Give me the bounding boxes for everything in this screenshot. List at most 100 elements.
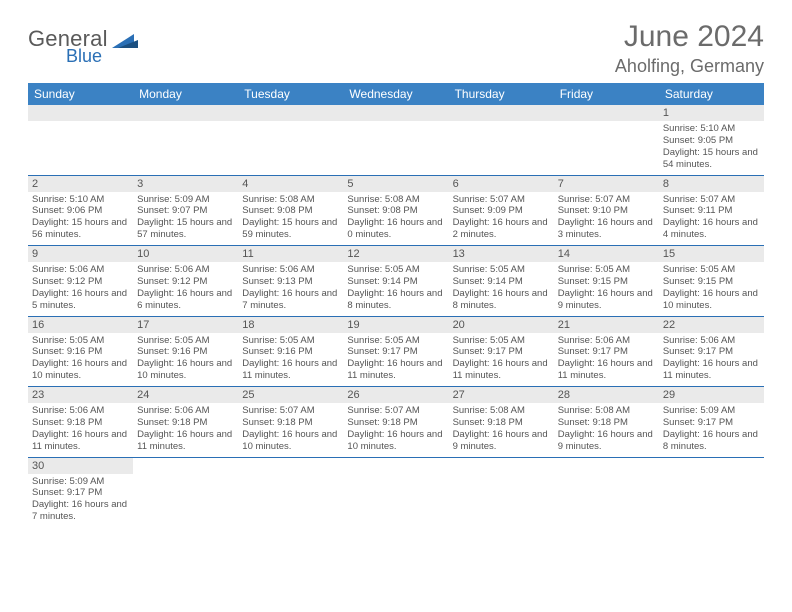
sunset-text: Sunset: 9:11 PM (663, 205, 760, 217)
day-number (343, 105, 448, 121)
day-cell (343, 457, 448, 527)
day-cell: 1Sunrise: 5:10 AMSunset: 9:05 PMDaylight… (659, 105, 764, 175)
day-cell: 4Sunrise: 5:08 AMSunset: 9:08 PMDaylight… (238, 175, 343, 246)
daylight-text: Daylight: 16 hours and 9 minutes. (453, 429, 550, 453)
day-cell (659, 457, 764, 527)
day-number: 28 (554, 387, 659, 403)
sunset-text: Sunset: 9:12 PM (32, 276, 129, 288)
sunset-text: Sunset: 9:15 PM (558, 276, 655, 288)
daylight-text: Daylight: 16 hours and 11 minutes. (453, 358, 550, 382)
sunrise-text: Sunrise: 5:08 AM (453, 405, 550, 417)
daylight-text: Daylight: 15 hours and 54 minutes. (663, 147, 760, 171)
day-cell: 17Sunrise: 5:05 AMSunset: 9:16 PMDayligh… (133, 316, 238, 387)
day-header: Thursday (449, 83, 554, 105)
day-number: 27 (449, 387, 554, 403)
day-number: 16 (28, 317, 133, 333)
day-header: Wednesday (343, 83, 448, 105)
sunset-text: Sunset: 9:12 PM (137, 276, 234, 288)
day-number: 29 (659, 387, 764, 403)
day-number: 23 (28, 387, 133, 403)
sunset-text: Sunset: 9:08 PM (347, 205, 444, 217)
sunset-text: Sunset: 9:18 PM (242, 417, 339, 429)
day-number: 13 (449, 246, 554, 262)
sunset-text: Sunset: 9:17 PM (347, 346, 444, 358)
daylight-text: Daylight: 16 hours and 10 minutes. (32, 358, 129, 382)
day-number: 3 (133, 176, 238, 192)
week-row: 16Sunrise: 5:05 AMSunset: 9:16 PMDayligh… (28, 316, 764, 387)
sunset-text: Sunset: 9:07 PM (137, 205, 234, 217)
sunrise-text: Sunrise: 5:07 AM (242, 405, 339, 417)
location: Aholfing, Germany (615, 56, 764, 77)
day-header: Saturday (659, 83, 764, 105)
sunrise-text: Sunrise: 5:06 AM (558, 335, 655, 347)
day-cell (238, 105, 343, 175)
day-cell: 28Sunrise: 5:08 AMSunset: 9:18 PMDayligh… (554, 387, 659, 458)
day-cell: 12Sunrise: 5:05 AMSunset: 9:14 PMDayligh… (343, 246, 448, 317)
sunrise-text: Sunrise: 5:10 AM (663, 123, 760, 135)
daylight-text: Daylight: 16 hours and 8 minutes. (663, 429, 760, 453)
day-cell: 9Sunrise: 5:06 AMSunset: 9:12 PMDaylight… (28, 246, 133, 317)
sunset-text: Sunset: 9:13 PM (242, 276, 339, 288)
day-cell: 16Sunrise: 5:05 AMSunset: 9:16 PMDayligh… (28, 316, 133, 387)
daylight-text: Daylight: 16 hours and 4 minutes. (663, 217, 760, 241)
day-cell: 19Sunrise: 5:05 AMSunset: 9:17 PMDayligh… (343, 316, 448, 387)
daylight-text: Daylight: 16 hours and 10 minutes. (663, 288, 760, 312)
daylight-text: Daylight: 16 hours and 8 minutes. (453, 288, 550, 312)
sunset-text: Sunset: 9:14 PM (347, 276, 444, 288)
sunset-text: Sunset: 9:18 PM (32, 417, 129, 429)
daylight-text: Daylight: 16 hours and 11 minutes. (32, 429, 129, 453)
sunrise-text: Sunrise: 5:07 AM (558, 194, 655, 206)
daylight-text: Daylight: 16 hours and 2 minutes. (453, 217, 550, 241)
daylight-text: Daylight: 15 hours and 59 minutes. (242, 217, 339, 241)
day-number: 21 (554, 317, 659, 333)
day-cell: 14Sunrise: 5:05 AMSunset: 9:15 PMDayligh… (554, 246, 659, 317)
logo-mark-icon (112, 28, 138, 55)
day-cell (133, 105, 238, 175)
sunrise-text: Sunrise: 5:08 AM (558, 405, 655, 417)
day-cell: 23 Sunrise: 5:06 AMSunset: 9:18 PMDayligh… (28, 387, 133, 458)
day-number (133, 105, 238, 121)
sunrise-text: Sunrise: 5:06 AM (137, 264, 234, 276)
day-cell (554, 105, 659, 175)
daylight-text: Daylight: 16 hours and 10 minutes. (347, 429, 444, 453)
sunrise-text: Sunrise: 5:06 AM (32, 264, 129, 276)
daylight-text: Daylight: 16 hours and 5 minutes. (32, 288, 129, 312)
sunrise-text: Sunrise: 5:08 AM (242, 194, 339, 206)
day-number: 15 (659, 246, 764, 262)
calendar-table: SundayMondayTuesdayWednesdayThursdayFrid… (28, 83, 764, 527)
day-cell: 22Sunrise: 5:06 AMSunset: 9:17 PMDayligh… (659, 316, 764, 387)
sunrise-text: Sunrise: 5:08 AM (347, 194, 444, 206)
daylight-text: Daylight: 16 hours and 11 minutes. (558, 358, 655, 382)
sunset-text: Sunset: 9:18 PM (558, 417, 655, 429)
day-number: 18 (238, 317, 343, 333)
day-cell: 24Sunrise: 5:06 AMSunset: 9:18 PMDayligh… (133, 387, 238, 458)
day-cell: 20Sunrise: 5:05 AMSunset: 9:17 PMDayligh… (449, 316, 554, 387)
sunrise-text: Sunrise: 5:06 AM (242, 264, 339, 276)
sunset-text: Sunset: 9:14 PM (453, 276, 550, 288)
calendar-body: 1Sunrise: 5:10 AMSunset: 9:05 PMDaylight… (28, 105, 764, 527)
day-cell (133, 457, 238, 527)
day-header: Tuesday (238, 83, 343, 105)
day-number: 14 (554, 246, 659, 262)
daylight-text: Daylight: 16 hours and 6 minutes. (137, 288, 234, 312)
sunrise-text: Sunrise: 5:07 AM (453, 194, 550, 206)
sunrise-text: Sunrise: 5:06 AM (32, 405, 129, 417)
day-cell (554, 457, 659, 527)
day-number: 1 (659, 105, 764, 121)
day-cell: 15 Sunrise: 5:05 AMSunset: 9:15 PMDayligh… (659, 246, 764, 317)
sunset-text: Sunset: 9:15 PM (663, 276, 760, 288)
day-cell: 5Sunrise: 5:08 AMSunset: 9:08 PMDaylight… (343, 175, 448, 246)
day-cell (28, 105, 133, 175)
sunset-text: Sunset: 9:10 PM (558, 205, 655, 217)
sunset-text: Sunset: 9:18 PM (453, 417, 550, 429)
day-cell: 2Sunrise: 5:10 AMSunset: 9:06 PMDaylight… (28, 175, 133, 246)
day-cell: 7Sunrise: 5:07 AMSunset: 9:10 PMDaylight… (554, 175, 659, 246)
day-number: 19 (343, 317, 448, 333)
day-cell (343, 105, 448, 175)
sunset-text: Sunset: 9:16 PM (242, 346, 339, 358)
day-number: 5 (343, 176, 448, 192)
sunrise-text: Sunrise: 5:05 AM (663, 264, 760, 276)
sunset-text: Sunset: 9:16 PM (32, 346, 129, 358)
calendar-head: SundayMondayTuesdayWednesdayThursdayFrid… (28, 83, 764, 105)
daylight-text: Daylight: 16 hours and 7 minutes. (32, 499, 129, 523)
